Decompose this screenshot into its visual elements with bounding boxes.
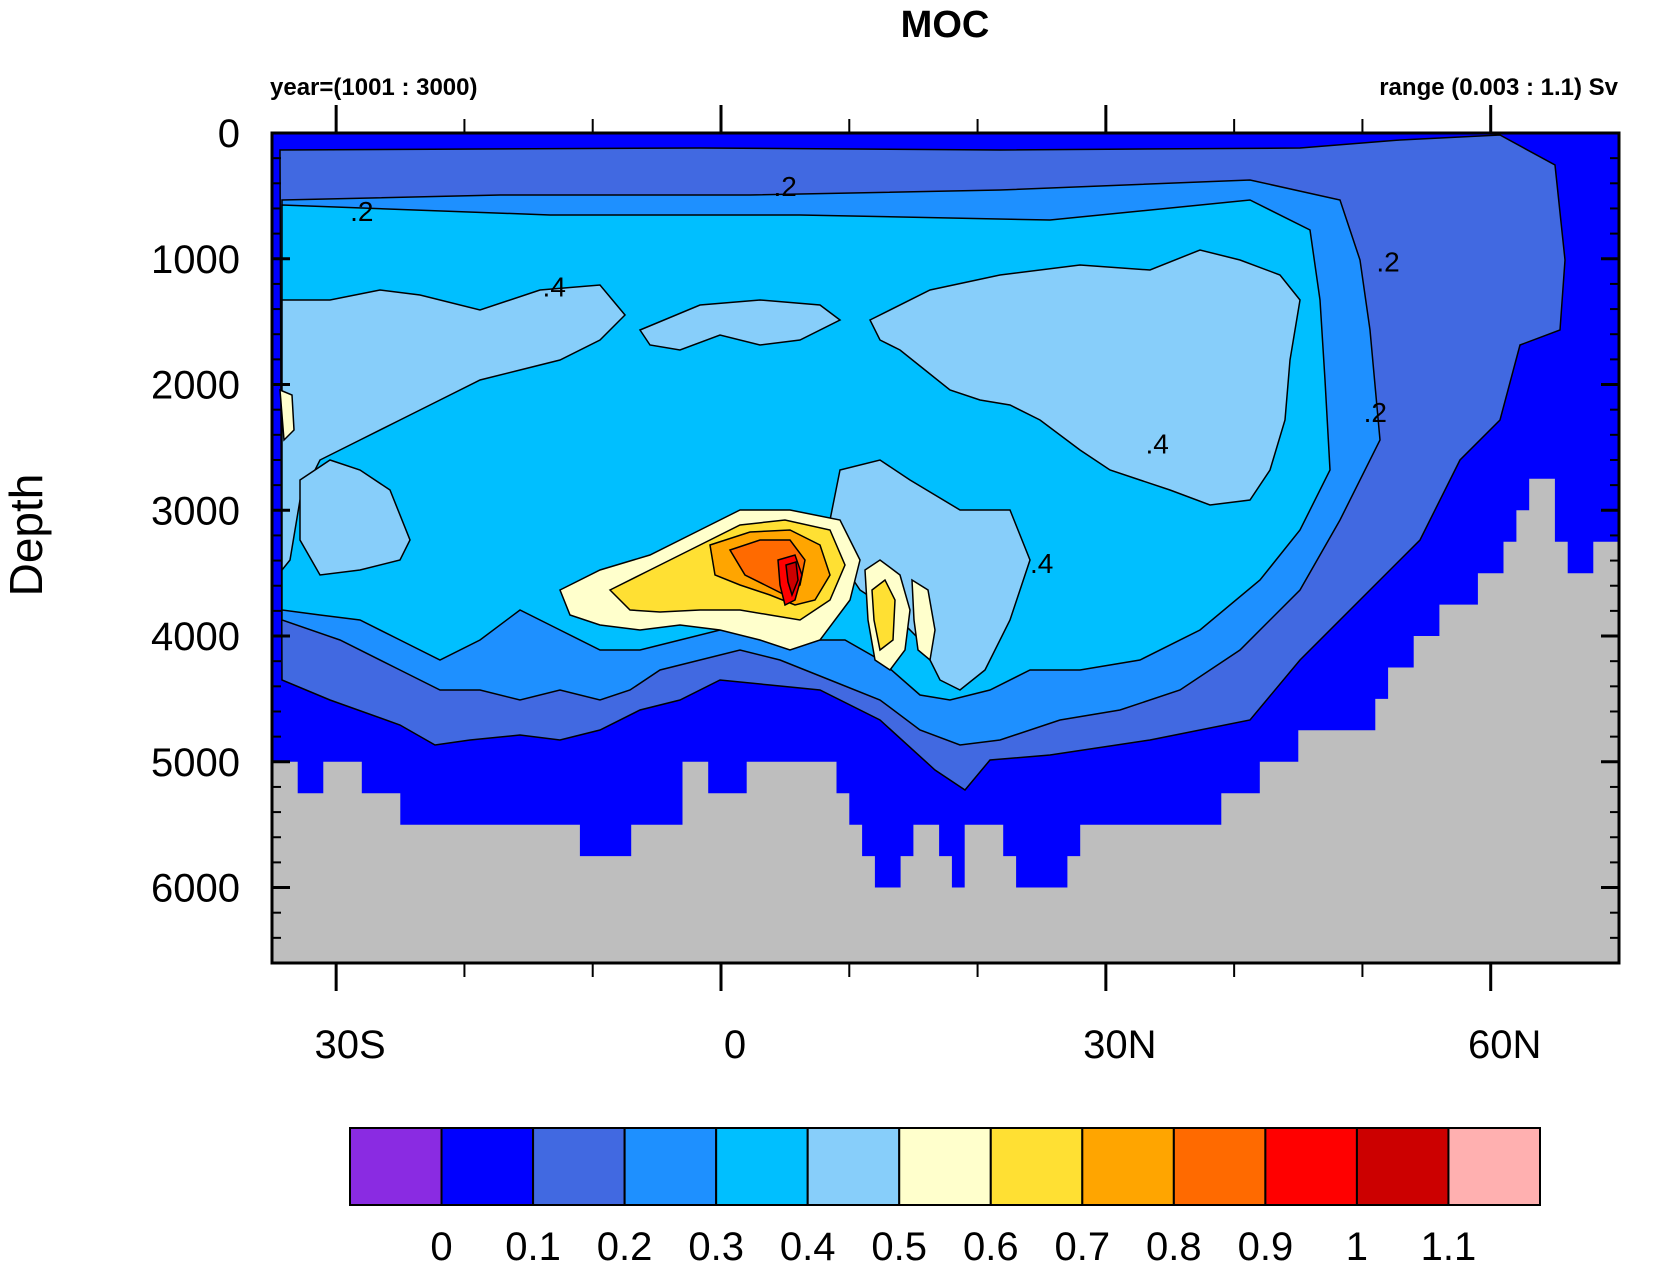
colorbar-swatch — [1447, 1127, 1542, 1206]
contour-label: .4 — [1030, 548, 1053, 579]
contour-label: .2 — [773, 171, 796, 202]
y-tick-label: 4000 — [151, 615, 240, 659]
colorbar-label: 0.8 — [1146, 1225, 1202, 1267]
y-tick-label: 5000 — [151, 741, 240, 785]
left-subtitle: year=(1001 : 3000) — [270, 74, 478, 101]
y-axis-label: Depth — [0, 474, 52, 597]
colorbar-swatch — [898, 1127, 992, 1206]
colorbar-swatch — [623, 1127, 718, 1206]
colorbar-label: 0.1 — [505, 1225, 561, 1267]
band-0.6-edge — [279, 388, 295, 442]
chart-title: MOC — [901, 4, 990, 46]
colorbar-swatch — [715, 1127, 809, 1206]
plot-frame — [270, 131, 1621, 965]
colorbar-swatch — [440, 1127, 535, 1206]
colorbar-swatch — [532, 1127, 626, 1206]
x-tick-label: 0 — [724, 1023, 746, 1067]
band-0.5-mid — [638, 299, 842, 351]
y-tick-label: 0 — [218, 112, 240, 156]
colorbar-swatch — [806, 1127, 901, 1206]
colorbar-label: 0 — [430, 1225, 452, 1267]
contour-label: .2 — [1376, 246, 1399, 277]
contour-label: .2 — [1364, 397, 1387, 428]
colorbar-label: 0.3 — [688, 1225, 744, 1267]
y-tick-label: 6000 — [151, 867, 240, 911]
colorbar-swatch — [1264, 1127, 1358, 1206]
colorbar-swatch — [1355, 1127, 1450, 1206]
x-tick-label: 30S — [315, 1023, 386, 1067]
colorbar-label: 0.6 — [963, 1225, 1019, 1267]
contour-label: .4 — [1145, 429, 1168, 460]
band-1.1 — [785, 561, 799, 598]
right-subtitle: range (0.003 : 1.1) Sv — [1379, 74, 1618, 101]
contour-field — [272, 133, 1619, 963]
band-0.7-pocket — [871, 578, 896, 652]
band-0.5-east — [868, 249, 1301, 506]
band-0.5-southwest — [299, 459, 411, 576]
colorbar: 0 0.1 0.2 0.3 0.4 0.5 0.6 0.7 0.8 0.9 1 1.1 — [349, 1127, 1542, 1269]
colorbar-label: 0.4 — [780, 1225, 836, 1267]
contour-label: .4 — [543, 271, 566, 302]
y-tick-label: 2000 — [151, 364, 240, 408]
colorbar-swatch — [349, 1127, 443, 1206]
y-tick-label: 3000 — [151, 489, 240, 533]
colorbar-label: 1.1 — [1421, 1225, 1477, 1267]
colorbar-label: 0.9 — [1238, 1225, 1294, 1267]
colorbar-label: 0.5 — [871, 1225, 927, 1267]
x-axis: 30S 0 30N 60N — [315, 105, 1541, 1067]
contour-labels: .2 .2 .4 .2 .2 .4 .4 — [350, 171, 1400, 579]
colorbar-swatch — [989, 1127, 1084, 1206]
band-0.6-pocket2 — [911, 578, 936, 662]
y-tick-label: 1000 — [151, 238, 240, 282]
x-tick-label: 60N — [1468, 1023, 1541, 1067]
colorbar-label: 0.7 — [1055, 1225, 1111, 1267]
colorbar-label: 1 — [1346, 1225, 1368, 1267]
colorbar-swatch — [1172, 1127, 1267, 1206]
colorbar-label: 0.2 — [597, 1225, 653, 1267]
x-tick-label: 30N — [1083, 1023, 1156, 1067]
colorbar-swatch — [1081, 1127, 1175, 1206]
contour-label: .2 — [350, 196, 373, 227]
bathymetry-land — [272, 478, 1619, 963]
y-axis: 0 1000 2000 3000 4000 5000 6000 — [151, 112, 1619, 964]
